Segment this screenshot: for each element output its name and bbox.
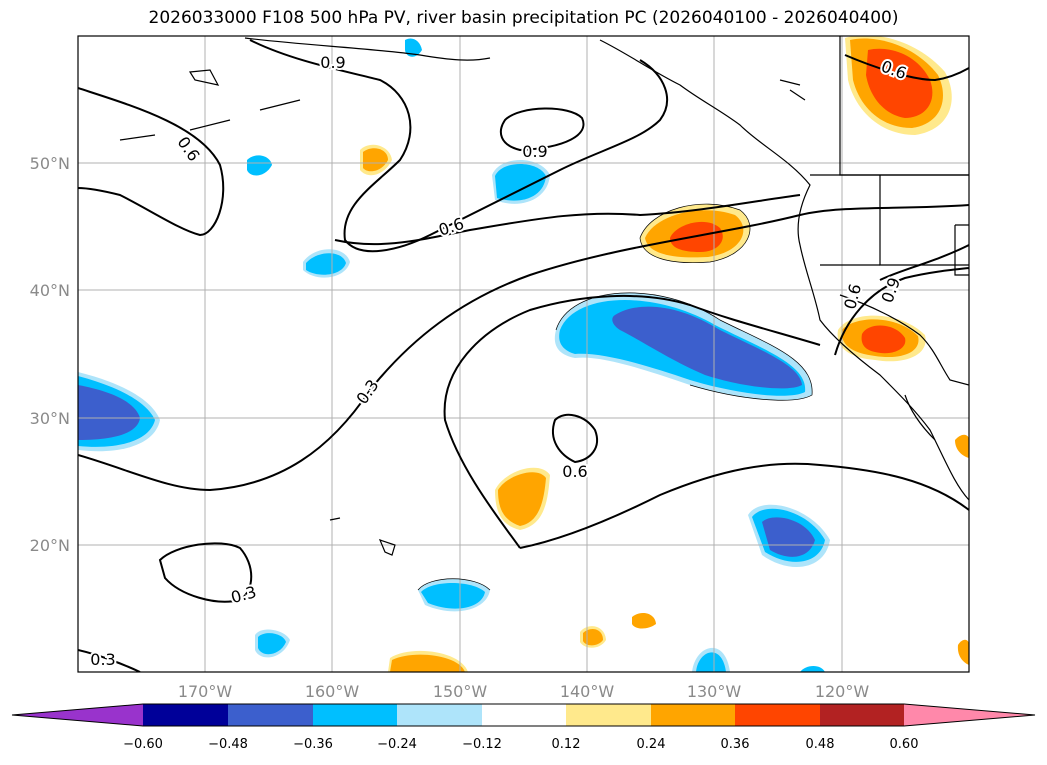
colorbar-tick: −0.24 (377, 737, 417, 752)
colorbar-tick: 0.24 (637, 737, 666, 752)
colorbar-tick: 0.48 (806, 737, 835, 752)
colorbar-tick: −0.36 (293, 737, 333, 752)
colorbar-segment (313, 704, 397, 726)
colorbar-tick: −0.12 (462, 737, 502, 752)
graticule (78, 36, 969, 672)
colorbar-segment (397, 704, 482, 726)
contour-label: 0.6 (173, 133, 203, 165)
colorbar-segment (735, 704, 820, 726)
precip-shading (78, 36, 969, 672)
colorbar-min-extension (12, 704, 143, 726)
lon-label: 170°W (178, 682, 233, 701)
pv-contours (78, 39, 969, 672)
colorbar-tick: 0.12 (552, 737, 581, 752)
map-frame (77, 35, 970, 673)
colorbar-ticks: −0.60 −0.48 −0.36 −0.24 −0.12 0.12 0.24 … (123, 737, 918, 752)
lat-label: 20°N (30, 536, 70, 555)
colorbar-tick: 0.60 (890, 737, 919, 752)
lon-label: 130°W (687, 682, 742, 701)
colorbar-segment (651, 704, 735, 726)
map-panel (78, 36, 969, 672)
contour-label: 0.9 (320, 53, 345, 72)
colorbar-outline (11, 703, 1036, 727)
contour-label: 0.6 (562, 462, 587, 481)
latitude-labels: 50°N 40°N 30°N 20°N (30, 154, 70, 555)
contour-label: 0.3 (229, 582, 259, 607)
lat-label: 40°N (30, 281, 70, 300)
lat-label: 50°N (30, 154, 70, 173)
colorbar-segment (820, 704, 904, 726)
colorbar-tick: −0.60 (123, 737, 163, 752)
colorbar-max-extension (904, 704, 1035, 726)
colorbar-segment (228, 704, 313, 726)
colorbar-segment (482, 704, 566, 726)
lon-label: 120°W (815, 682, 870, 701)
lat-label: 30°N (30, 409, 70, 428)
lon-label: 150°W (433, 682, 488, 701)
colorbar-segment (143, 704, 228, 726)
coastlines (119, 36, 969, 556)
longitude-labels: 170°W 160°W 150°W 140°W 130°W 120°W (178, 682, 870, 701)
contour-label: 0.6 (436, 214, 466, 240)
shading-outlines (417, 203, 813, 591)
lon-label: 160°W (305, 682, 360, 701)
contour-label: 0.9 (522, 142, 547, 161)
map-title: 2026033000 F108 500 hPa PV, river basin … (148, 8, 899, 28)
colorbar-tick: 0.36 (721, 737, 750, 752)
colorbar-tick: −0.48 (208, 737, 248, 752)
contour-label: 0.3 (90, 650, 115, 669)
colorbar: −0.60 −0.48 −0.36 −0.24 −0.12 0.12 0.24 … (11, 703, 1036, 752)
lon-label: 140°W (560, 682, 615, 701)
colorbar-segment (566, 704, 651, 726)
